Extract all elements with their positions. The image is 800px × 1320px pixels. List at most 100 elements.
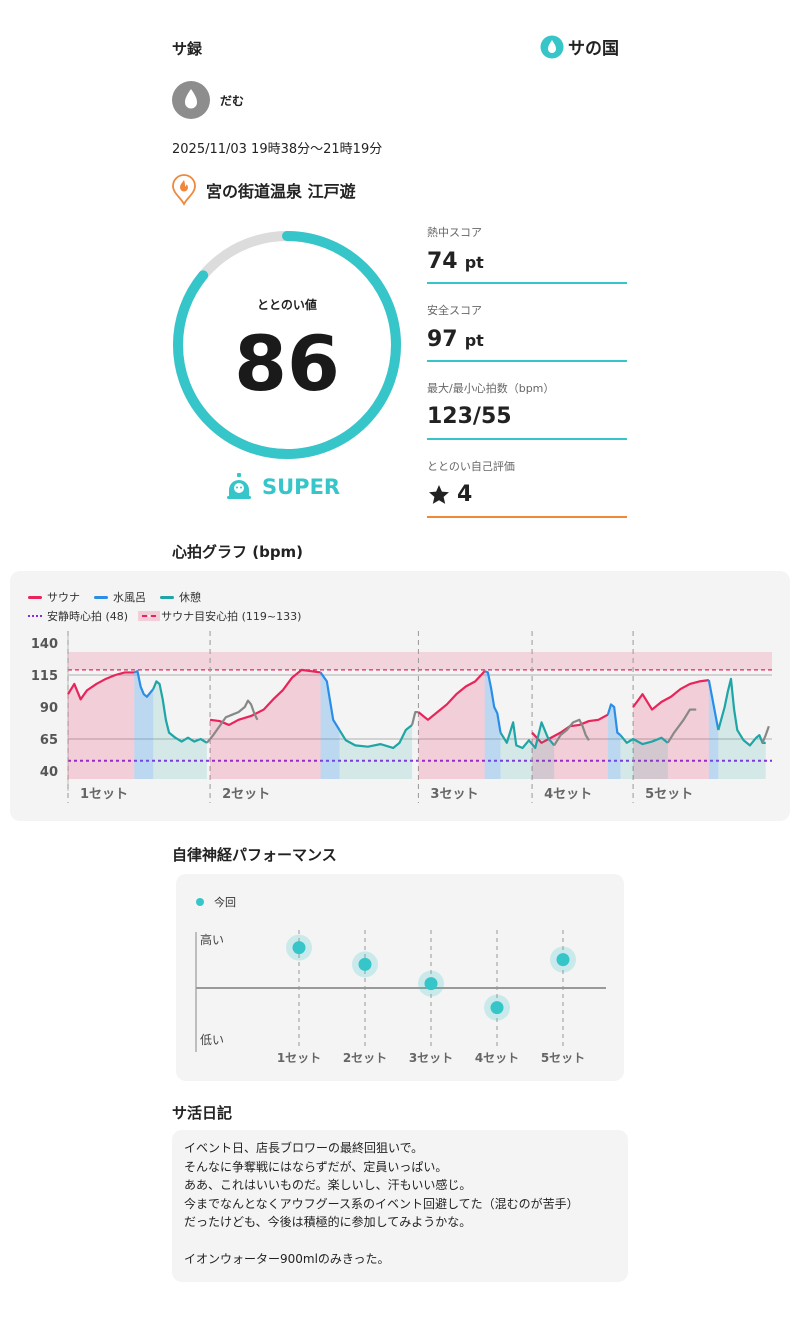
facility-pin-icon: [172, 174, 196, 206]
heart-legend-row2: 安静時心拍 (48) サウナ目安心拍 (119~133): [28, 608, 315, 624]
series-line: [606, 703, 622, 737]
series-area: [500, 722, 555, 779]
y-tick-label: 140: [31, 637, 58, 652]
ans-category-label: 4セット: [475, 1051, 519, 1065]
set-label: 4セット: [544, 787, 592, 802]
series-area: [320, 672, 340, 779]
rank-badge: SUPER: [225, 472, 340, 502]
series-line: [319, 671, 341, 731]
safety-score-value: 97: [427, 327, 458, 352]
ans-low-label: 低い: [200, 1033, 224, 1047]
series-line: [666, 708, 697, 744]
series-area: [633, 680, 709, 779]
legend-rest: 休憩: [160, 589, 201, 605]
user-name: だむ: [220, 93, 245, 108]
user-row[interactable]: だむ: [172, 81, 244, 119]
heart-rate-label: 最大/最小心拍数（bpm）: [427, 382, 555, 395]
series-area: [718, 678, 766, 779]
divider: [427, 516, 627, 518]
y-tick-label: 90: [40, 701, 58, 716]
score-gauge: [173, 231, 401, 459]
y-tick-label: 65: [40, 733, 58, 748]
ans-legend-label: 今回: [214, 896, 236, 909]
series-line: [553, 718, 590, 746]
series-area: [532, 714, 608, 779]
facility-name: 宮の街道温泉 江戸遊: [206, 182, 356, 201]
series-line: [152, 680, 208, 744]
ans-point: [292, 941, 306, 955]
heart-graph-panel: サウナ 水風呂 休憩 安静時心拍 (48) サウナ目安心拍 (119~133) …: [10, 571, 790, 821]
ans-point: [424, 977, 438, 991]
set-label: 3セット: [430, 787, 478, 802]
self-rating-value: 4: [457, 482, 473, 507]
heart-rate-value: 123/55: [427, 404, 512, 429]
score-label: ととのい値: [257, 298, 317, 312]
series-line: [133, 670, 155, 698]
ans-panel: 今回 高い 低い 1セット 2セット 3セット 4セット 5セット: [176, 874, 624, 1081]
brand-name: サの国: [568, 39, 619, 59]
series-area: [484, 671, 501, 779]
series-line: [761, 725, 770, 744]
star-icon: [429, 484, 449, 504]
page-title: サ録: [172, 40, 203, 58]
diary-line: イオンウォーター900mlのみきった。: [184, 1252, 390, 1266]
ans-point: [556, 953, 570, 967]
series-area: [134, 671, 154, 779]
set-label: 5セット: [645, 787, 693, 802]
set-label: 1セット: [80, 787, 128, 802]
legend-sauna: サウナ: [28, 589, 80, 605]
score-value: 86: [234, 319, 340, 408]
rank-label: SUPER: [262, 475, 341, 499]
heart-legend-row1: サウナ 水風呂 休憩: [28, 589, 215, 605]
series-area: [418, 671, 485, 779]
ans-high-label: 高い: [200, 932, 224, 947]
y-tick-label: 40: [40, 765, 58, 780]
diary-line: だったけども、今後は積極的に参加してみようかな。: [184, 1215, 472, 1229]
diary-line: 今までなんとなくアウフグース系のイベント回避してた（混むのが苦手）: [184, 1196, 579, 1211]
diary-line: イベント日、店長ブロワーの最終回狙いで。: [184, 1141, 424, 1155]
score-gauge-arc: [173, 231, 401, 459]
series-line: [707, 679, 720, 731]
series-line: [206, 699, 259, 744]
series-line: [67, 671, 135, 701]
series-line: [632, 679, 710, 711]
divider: [427, 282, 627, 284]
series-line: [717, 677, 766, 747]
divider: [427, 438, 627, 440]
heat-score: 74 pt: [427, 249, 484, 274]
self-rating: 4: [427, 482, 472, 507]
safety-score: 97 pt: [427, 327, 484, 352]
heart-graph-title: 心拍グラフ (bpm): [172, 543, 304, 561]
ans-point: [358, 957, 372, 971]
series-line: [417, 670, 486, 721]
series-line: [209, 668, 321, 727]
facility-row[interactable]: 宮の街道温泉 江戸遊: [172, 174, 356, 206]
brand-logo: サの国: [540, 34, 619, 59]
series-area: [339, 724, 413, 779]
diary-line: そんなに争奪戦にはならずだが、定員いっぱい。: [184, 1159, 448, 1174]
legend-resting: 安静時心拍 (48): [28, 608, 128, 624]
self-rating-label: ととのい自己評価: [427, 460, 515, 473]
legend-dot: [196, 898, 204, 906]
water-drop-icon: [540, 35, 564, 58]
sauna-bell-icon: [227, 473, 251, 499]
avatar: [172, 81, 210, 119]
ans-category-label: 1セット: [277, 1051, 321, 1065]
diary-line: ああ、これはいいものだ。楽しいし、汗もいい感じ。: [184, 1178, 472, 1192]
legend-target: サウナ目安心拍 (119~133): [142, 608, 301, 624]
series-line: [499, 721, 556, 750]
set-label: 2セット: [222, 787, 270, 802]
target-band: [68, 651, 772, 670]
safety-score-label: 安全スコア: [427, 304, 482, 317]
series-area: [607, 704, 621, 779]
ans-category-label: 5セット: [541, 1051, 585, 1065]
series-area: [210, 669, 321, 779]
session-datetime: 2025/11/03 19時38分〜21時19分: [172, 142, 383, 157]
ans-point: [490, 1001, 504, 1015]
heat-score-value: 74: [427, 249, 458, 274]
safety-score-unit: pt: [464, 331, 484, 350]
series-area: [620, 735, 668, 779]
ans-title: 自律神経パフォーマンス: [172, 846, 337, 864]
heat-score-unit: pt: [464, 253, 484, 272]
